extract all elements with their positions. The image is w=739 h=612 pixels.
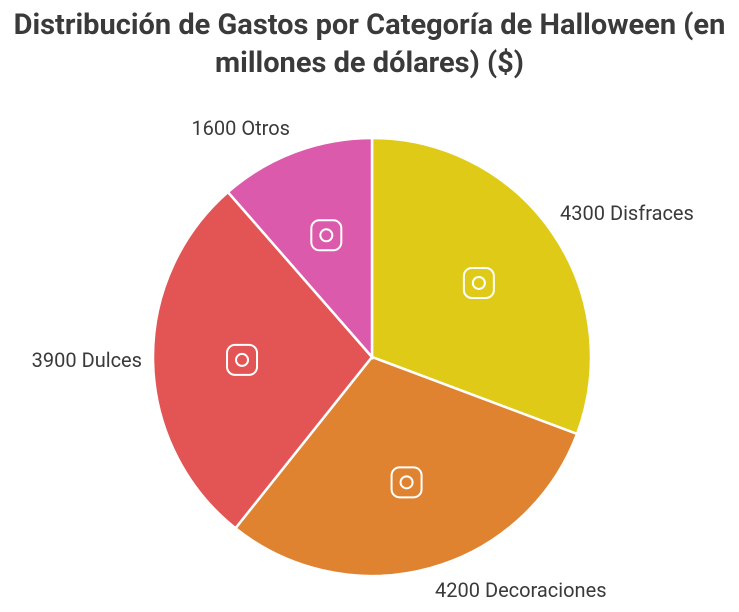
slice-category: Dulces	[82, 348, 142, 372]
slice-icon	[310, 219, 343, 252]
slice-icon	[390, 466, 423, 499]
slice-value: 3900	[32, 348, 77, 372]
pie-slice	[226, 136, 374, 361]
slice-value: 1600	[191, 116, 236, 140]
pie-slice	[151, 190, 374, 530]
slice-icon-detail	[399, 475, 414, 490]
slice-label: 3900 Dulces	[32, 348, 142, 372]
slice-label: 1600 Otros	[191, 116, 290, 140]
slice-value: 4300	[560, 201, 605, 225]
slice-label: 4300 Disfraces	[560, 201, 694, 225]
slice-icon-detail	[235, 352, 250, 367]
chart-title: Distribución de Gastos por Categoría de …	[13, 8, 726, 80]
slice-icon	[462, 266, 495, 299]
slice-category: Otros	[241, 116, 290, 140]
pie-slice	[370, 136, 593, 436]
slice-icon	[226, 343, 259, 376]
slice-label: 4200 Decoraciones	[435, 578, 607, 602]
slice-icon-detail	[319, 228, 334, 243]
slice-value: 4200	[435, 578, 480, 602]
slice-icon-detail	[471, 275, 486, 290]
slice-category: Disfraces	[610, 201, 694, 225]
slice-category: Decoraciones	[485, 578, 607, 602]
